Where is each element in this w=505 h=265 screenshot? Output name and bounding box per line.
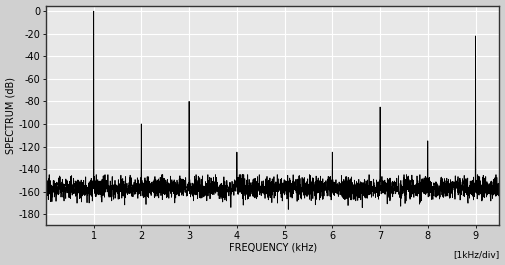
Text: [1kHz/div]: [1kHz/div] <box>453 250 499 259</box>
Y-axis label: SPECTRUM (dB): SPECTRUM (dB) <box>6 77 16 154</box>
X-axis label: FREQUENCY (kHz): FREQUENCY (kHz) <box>229 242 317 252</box>
